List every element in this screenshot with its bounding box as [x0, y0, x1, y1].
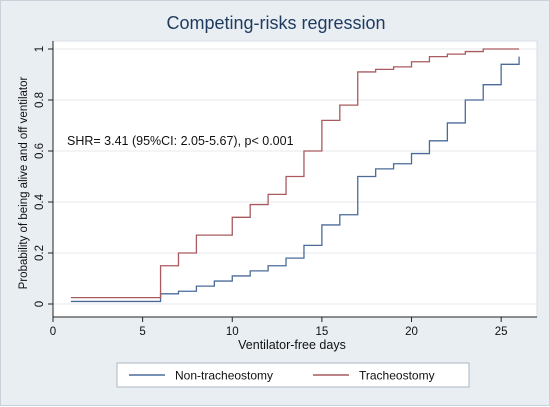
annotation-text: SHR= 3.41 (95%CI: 2.05-5.67), p< 0.001 [67, 134, 294, 148]
x-tick-label: 25 [495, 326, 508, 338]
series-line-tracheostomy [70, 48, 520, 299]
y-tick-label: 0 [34, 301, 46, 307]
x-tick-label: 20 [405, 326, 418, 338]
x-tick-label: 0 [50, 326, 56, 338]
plot-area [52, 40, 538, 318]
axes: 00.20.40.60.810 5 10 15 20 25 [34, 41, 537, 338]
legend-label-tracheostomy: Tracheostomy [359, 369, 435, 383]
x-tick-label: 10 [226, 326, 239, 338]
legend-box [116, 362, 470, 388]
x-tick-label: 5 [139, 326, 145, 338]
x-axis-label: Ventilator-free days [238, 338, 346, 352]
y-tick-label: 0.8 [34, 92, 46, 108]
series-layer [70, 48, 520, 303]
y-tick-label: 0.4 [34, 193, 46, 210]
y-tick-label: 0.2 [34, 245, 46, 261]
y-axis-label: Probability of being alive and off venti… [18, 76, 30, 289]
series-line-non-tracheostomy [70, 56, 520, 303]
x-tick-label: 15 [315, 326, 328, 338]
y-tick-label: 1 [34, 46, 46, 52]
chart-title: Competing-risks regression [166, 13, 385, 33]
legend-label-non-tracheostomy: Non-tracheostomy [175, 369, 273, 383]
y-tick-label: 0.6 [34, 143, 46, 159]
grid-lines [53, 48, 537, 305]
legend: Non-tracheostomy Tracheostomy [129, 369, 435, 383]
